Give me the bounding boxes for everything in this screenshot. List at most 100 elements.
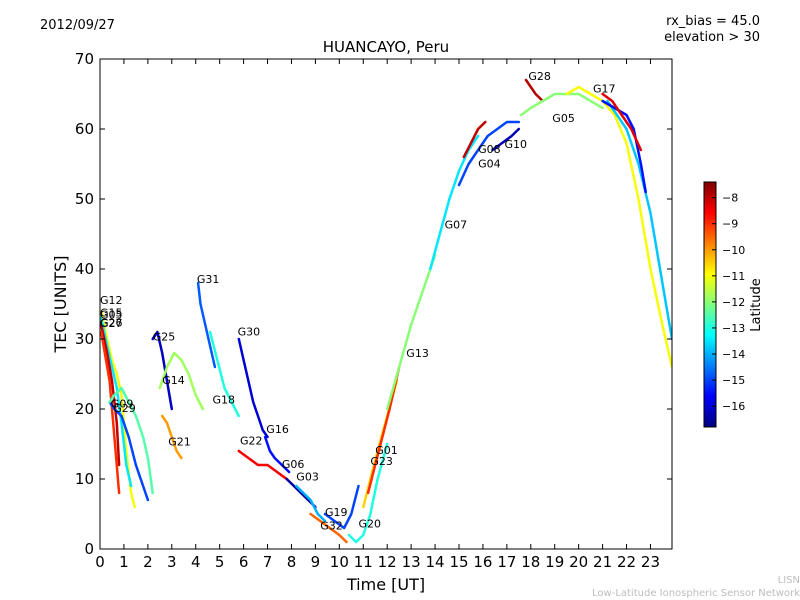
satellite-label: G03 bbox=[296, 470, 319, 483]
x-tick-label: 12 bbox=[378, 553, 397, 571]
x-tick-label: 4 bbox=[191, 553, 201, 571]
satellite-label: G26 bbox=[100, 316, 123, 329]
footer-lisn: LISN bbox=[777, 575, 800, 586]
satellite-label: G30 bbox=[238, 326, 261, 339]
series-line-g30 bbox=[237, 337, 269, 439]
satellite-label: G28 bbox=[528, 70, 551, 83]
footer: LISN Low-Latitude Ionospheric Sensor Net… bbox=[592, 574, 800, 600]
satellite-label: G07 bbox=[445, 218, 468, 231]
colorbar-tick-label: −15 bbox=[722, 374, 745, 387]
satellite-label: G27 bbox=[100, 317, 123, 330]
x-tick-label: 20 bbox=[569, 553, 588, 571]
y-tick-label: 20 bbox=[75, 400, 94, 418]
colorbar-gradient bbox=[703, 181, 717, 428]
colorbar-tick-label: −12 bbox=[722, 296, 745, 309]
settings-label: rx_bias = 45.0 elevation > 30 bbox=[664, 14, 760, 46]
x-tick-label: 21 bbox=[593, 553, 612, 571]
colorbar-tick-label: −13 bbox=[722, 322, 745, 335]
satellite-label: G17 bbox=[593, 83, 616, 96]
colorbar-tick-label: −16 bbox=[722, 400, 745, 413]
series-line-g29 bbox=[108, 386, 154, 495]
satellite-label: G08 bbox=[478, 143, 501, 156]
series-line-g18 bbox=[208, 330, 241, 418]
satellite-label: G22 bbox=[240, 435, 263, 448]
series-line-g24 bbox=[601, 92, 643, 152]
x-tick-label: 8 bbox=[287, 553, 297, 571]
x-tick-label: 9 bbox=[311, 553, 321, 571]
y-tick-label: 0 bbox=[84, 540, 94, 558]
series-line-g02 bbox=[601, 99, 647, 194]
x-tick-label: 19 bbox=[545, 553, 564, 571]
x-axis-label: Time [UT] bbox=[346, 575, 425, 594]
series-line-g03 bbox=[295, 484, 327, 523]
series-line-g01 bbox=[366, 365, 401, 495]
satellite-label: G13 bbox=[406, 347, 429, 360]
x-tick-label: 1 bbox=[119, 553, 129, 571]
x-tick-label: 16 bbox=[473, 553, 492, 571]
x-tick-label: 23 bbox=[641, 553, 660, 571]
satellite-label: G12 bbox=[100, 294, 123, 307]
satellite-label: G15 bbox=[100, 307, 123, 320]
colorbar-label: Latitude bbox=[749, 278, 764, 332]
y-axis: 0 10 20 30 40 50 60 70 bbox=[75, 50, 672, 558]
satellite-label: G05 bbox=[100, 309, 123, 322]
series-line-g21 bbox=[160, 414, 183, 460]
satellite-label: G16 bbox=[266, 423, 289, 436]
x-tick-label: 11 bbox=[354, 553, 373, 571]
series-layer bbox=[100, 78, 672, 544]
x-tick-label: 5 bbox=[215, 553, 225, 571]
satellite-label: G25 bbox=[153, 330, 176, 343]
series-line-g26 bbox=[100, 323, 121, 467]
x-tick-label: 3 bbox=[167, 553, 177, 571]
colorbar: −8 −9 −10 −11 −12 −13 −14 −15 −16 Latitude bbox=[703, 181, 764, 428]
satellite-label: G04 bbox=[478, 158, 501, 171]
x-tick-label: 18 bbox=[521, 553, 540, 571]
series-line-g08 bbox=[462, 120, 487, 159]
satellite-label: G23 bbox=[370, 455, 393, 468]
colorbar-tick-label: −8 bbox=[722, 192, 738, 205]
colorbar-tick-label: −14 bbox=[722, 348, 745, 361]
x-tick-label: 6 bbox=[239, 553, 249, 571]
y-tick-label: 30 bbox=[75, 330, 94, 348]
colorbar-ticks: −8 −9 −10 −11 −12 −13 −14 −15 −16 bbox=[712, 192, 745, 413]
series-line-g15 bbox=[100, 316, 133, 488]
satellite-label: G19 bbox=[325, 506, 348, 519]
y-axis-label: TEC [UNITS] bbox=[51, 256, 70, 354]
y-tick-label: 70 bbox=[75, 50, 94, 68]
series-line-g05 bbox=[519, 92, 604, 117]
series-line-g25 bbox=[151, 330, 174, 411]
series-line-g04 bbox=[457, 120, 521, 187]
colorbar-tick-label: −9 bbox=[722, 218, 738, 231]
series-line-g17 bbox=[565, 85, 672, 369]
satellite-label: G01 bbox=[375, 444, 398, 457]
series-line-g31 bbox=[196, 281, 217, 369]
satellite-label: G10 bbox=[505, 138, 528, 151]
y-tick-label: 10 bbox=[75, 470, 94, 488]
chart-title: HUANCAYO, Peru bbox=[323, 38, 449, 56]
series-line-g07 bbox=[429, 134, 480, 271]
series-line-g22 bbox=[237, 449, 288, 481]
satellite-label: G20 bbox=[359, 517, 382, 530]
y-tick-label: 50 bbox=[75, 190, 94, 208]
y-tick-label: 40 bbox=[75, 260, 94, 278]
series-line-g28 bbox=[524, 78, 545, 103]
series-line-g19 bbox=[323, 484, 360, 530]
satellite-label: G06 bbox=[282, 458, 305, 471]
satellite-label: G09 bbox=[111, 398, 134, 411]
series-line-g10 bbox=[491, 127, 521, 152]
satellite-label: G21 bbox=[168, 435, 191, 448]
x-axis: 0 1 2 3 4 5 6 7 8 9 10 11 12 13 14 15 16 17 18 19 20 21 22 23 bbox=[95, 59, 660, 571]
x-tick-label: 14 bbox=[426, 553, 445, 571]
x-tick-label: 2 bbox=[143, 553, 153, 571]
x-tick-label: 17 bbox=[497, 553, 516, 571]
elevation-label: elevation > 30 bbox=[664, 30, 760, 45]
date-label: 2012/09/27 bbox=[40, 18, 115, 33]
satellite-label: G29 bbox=[113, 402, 136, 415]
series-line-g11 bbox=[606, 99, 672, 341]
colorbar-tick-label: −11 bbox=[722, 270, 745, 283]
x-tick-label: 10 bbox=[330, 553, 349, 571]
x-tick-label: 15 bbox=[449, 553, 468, 571]
series-line-g20 bbox=[347, 442, 389, 544]
series-line-g09 bbox=[108, 400, 150, 502]
